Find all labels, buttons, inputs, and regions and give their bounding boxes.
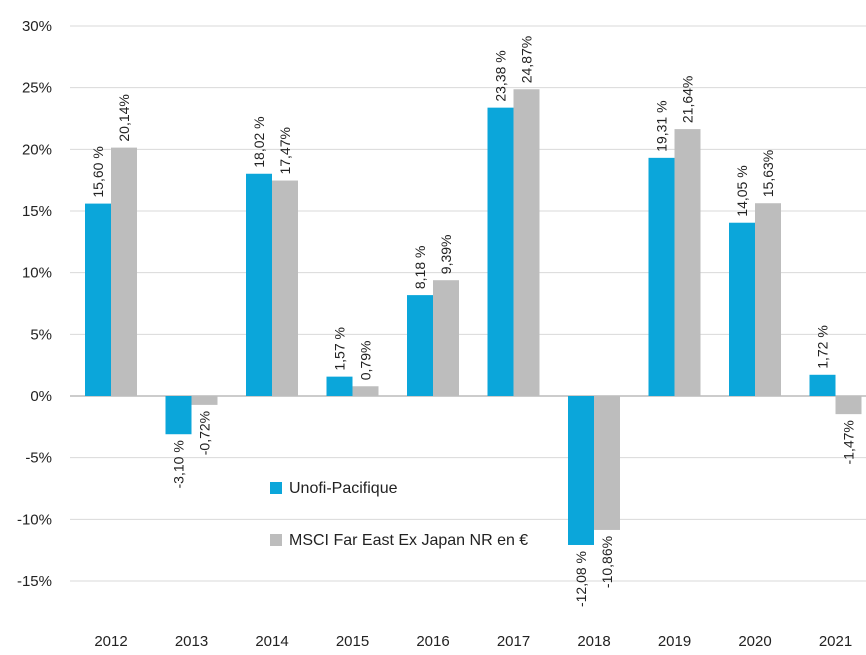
- bar-msci-2012: [111, 147, 137, 396]
- data-label: 8,18 %: [412, 246, 428, 290]
- legend-swatch-msci: [270, 534, 282, 546]
- x-category-label: 2021: [819, 633, 852, 650]
- bar-unofi-2017: [487, 107, 514, 396]
- data-label: 18,02 %: [251, 116, 267, 167]
- data-label: 24,87%: [519, 36, 535, 83]
- data-label: -10,86%: [599, 536, 615, 588]
- data-label: 14,05 %: [734, 165, 750, 216]
- y-tick-label: 30%: [22, 18, 52, 35]
- legend: Unofi-Pacifique MSCI Far East Ex Japan NR…: [270, 480, 528, 549]
- x-category-label: 2019: [658, 633, 691, 650]
- x-category-label: 2020: [738, 633, 771, 650]
- x-category-label: 2013: [175, 633, 208, 650]
- bar-unofi-2016: [407, 295, 433, 396]
- data-label: 21,64%: [680, 76, 696, 123]
- bar-unofi-2020: [729, 222, 755, 396]
- bar-msci-2021: [835, 396, 862, 415]
- data-label: 15,60 %: [90, 146, 106, 197]
- bars: [85, 89, 862, 545]
- data-label: 9,39%: [438, 234, 454, 274]
- legend-label-msci: MSCI Far East Ex Japan NR en €: [289, 532, 528, 549]
- data-label: -3,10 %: [171, 440, 187, 488]
- bar-unofi-2013: [165, 396, 192, 435]
- legend-label-unofi: Unofi-Pacifique: [289, 480, 398, 497]
- data-label: 15,63%: [760, 150, 776, 197]
- y-tick-label: -10%: [17, 511, 52, 528]
- y-tick-label: -5%: [25, 450, 52, 467]
- y-tick-label: 15%: [22, 203, 52, 220]
- x-category-label: 2015: [336, 633, 369, 650]
- data-label: 20,14%: [116, 94, 132, 141]
- data-label: 23,38 %: [493, 50, 509, 101]
- bar-msci-2018: [594, 396, 620, 530]
- data-label: -12,08 %: [573, 551, 589, 607]
- y-tick-label: 25%: [22, 80, 52, 97]
- bar-unofi-2021: [809, 374, 836, 396]
- data-label: 19,31 %: [654, 100, 670, 151]
- data-label: 1,57 %: [332, 327, 348, 371]
- bar-msci-2014: [272, 180, 298, 396]
- x-category-label: 2018: [577, 633, 610, 650]
- bar-msci-2017: [513, 89, 540, 397]
- bar-unofi-2014: [246, 173, 272, 396]
- bar-unofi-2015: [326, 376, 353, 396]
- data-label: 1,72 %: [815, 325, 831, 369]
- bar-unofi-2018: [568, 396, 594, 545]
- bar-unofi-2012: [85, 203, 111, 396]
- bar-msci-2016: [433, 280, 459, 396]
- data-label: 0,79%: [358, 341, 374, 381]
- bar-msci-2020: [755, 203, 781, 396]
- y-tick-label: 5%: [30, 326, 52, 343]
- data-label: -1,47%: [841, 420, 857, 464]
- legend-swatch-unofi: [270, 482, 282, 494]
- bar-unofi-2019: [648, 157, 675, 396]
- x-axis-categories: 2012 2013 2014 2015 2016 2017 2018 2019 2020 2021: [94, 633, 852, 650]
- bar-msci-2015: [352, 386, 379, 396]
- x-category-label: 2012: [94, 633, 127, 650]
- y-tick-label: 0%: [30, 388, 52, 405]
- data-labels: 15,60 % 20,14% -3,10 % -0,72% 18,02 % 17,47% 1…: [90, 36, 857, 607]
- x-category-label: 2014: [255, 633, 288, 650]
- bar-msci-2019: [674, 129, 701, 396]
- y-axis-ticks: -15% -10% -5% 0% 5% 10% 15% 20% 25% 30%: [17, 18, 52, 590]
- x-category-label: 2016: [416, 633, 449, 650]
- x-category-label: 2017: [497, 633, 530, 650]
- y-tick-label: -15%: [17, 573, 52, 590]
- bar-msci-2013: [191, 396, 218, 405]
- data-label: 17,47%: [277, 127, 293, 174]
- y-tick-label: 20%: [22, 141, 52, 158]
- y-tick-label: 10%: [22, 265, 52, 282]
- data-label: -0,72%: [197, 411, 213, 455]
